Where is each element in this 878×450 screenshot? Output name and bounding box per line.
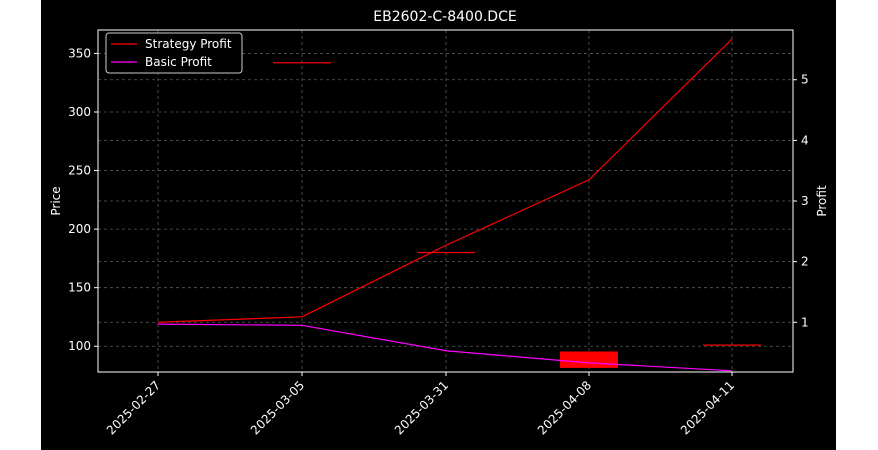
candle-body — [703, 344, 761, 346]
y-tick-label-left: 300 — [68, 105, 91, 119]
candle-body — [417, 251, 475, 254]
series-line — [157, 323, 733, 372]
series-line — [157, 38, 733, 323]
y-tick-label-right: 2 — [801, 255, 809, 269]
chart-figure: EB2602-C-8400.DCE Price Profit 100 150 200… — [41, 0, 836, 450]
legend: Strategy Profit Basic Profit — [105, 32, 243, 74]
y-tick-label-right: 4 — [801, 133, 809, 147]
y-axis-label-left: Price — [49, 186, 63, 215]
x-tick-label: 2025-04-11 — [678, 378, 737, 437]
y-tick-label-right: 3 — [801, 194, 809, 208]
legend-frame — [105, 32, 243, 74]
y-tick-label-left: 150 — [68, 281, 91, 295]
candle-body — [273, 62, 331, 64]
y-tick-label-left: 100 — [68, 339, 91, 353]
candle-body — [560, 351, 618, 368]
x-tick-label: 2025-02-27 — [104, 378, 163, 437]
chart-title: EB2602-C-8400.DCE — [373, 9, 516, 25]
y-tick-label-left: 250 — [68, 164, 91, 178]
x-tick-label: 2025-04-08 — [535, 378, 594, 437]
y-tick-label-left: 200 — [68, 222, 91, 236]
y-tick-label-left: 350 — [68, 46, 91, 60]
legend-label-basic: Basic Profit — [145, 55, 212, 69]
x-tick-label: 2025-03-31 — [392, 378, 451, 437]
x-tick-label: 2025-03-05 — [248, 378, 307, 437]
legend-label-strategy: Strategy Profit — [145, 37, 232, 51]
y-axis-label-right: Profit — [815, 185, 829, 217]
y-tick-label-right: 5 — [801, 73, 809, 87]
chart-svg: EB2602-C-8400.DCE Price Profit 100 150 200… — [49, 9, 829, 437]
y-tick-label-right: 1 — [801, 315, 809, 329]
